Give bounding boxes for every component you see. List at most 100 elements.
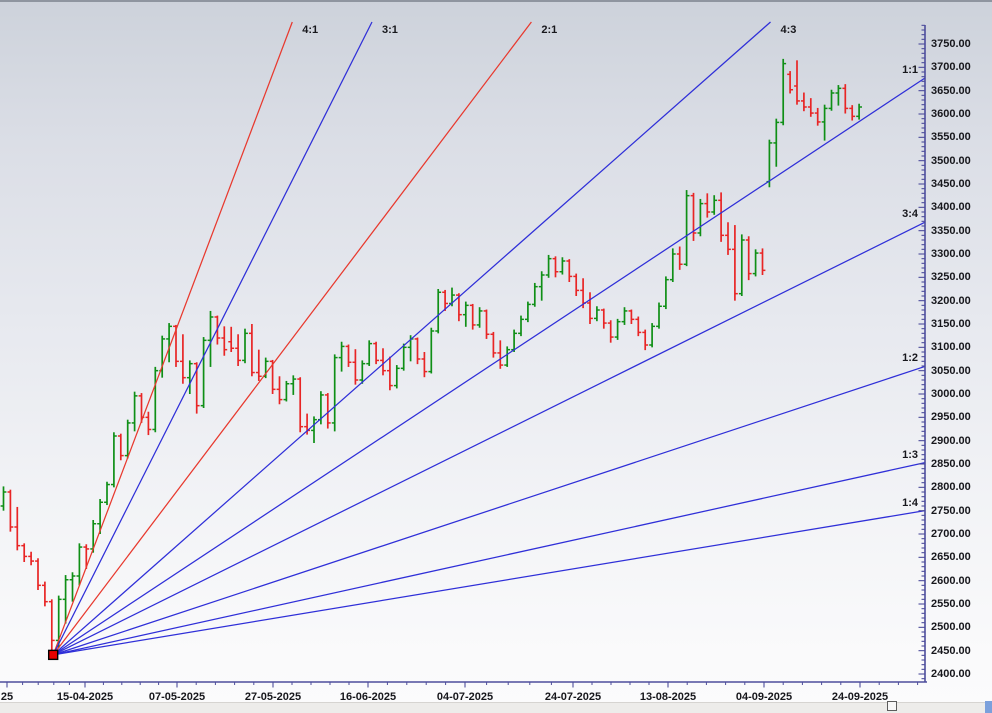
gann-fan-anchor-handle[interactable] — [47, 649, 59, 661]
ohlc-bar — [559, 257, 566, 275]
ohlc-bar — [566, 259, 573, 283]
gann-ray-label-1-1: 1:1 — [902, 63, 918, 76]
ohlc-bar — [469, 303, 476, 330]
ohlc-bar — [249, 324, 255, 377]
ohlc-bar — [76, 543, 83, 586]
ohlc-bar — [117, 433, 124, 461]
ohlc-bar — [690, 192, 697, 241]
gann-ray-3-1[interactable] — [52, 21, 373, 656]
price-tick-label: 3250.00 — [931, 271, 971, 284]
price-tick-label: 3300.00 — [931, 248, 971, 260]
date-tick-label: 04-07-2025 — [436, 691, 494, 703]
ohlc-bar — [207, 310, 214, 367]
price-tick-label: 2600.00 — [931, 574, 971, 587]
ohlc-bar — [587, 292, 593, 325]
gann-ray-label-1-3: 1:3 — [902, 448, 918, 461]
gann-ray-label-1-4: 1:4 — [902, 496, 918, 509]
gann-ray-2-1[interactable] — [52, 21, 532, 656]
ohlc-bars — [0, 58, 862, 652]
ohlc-bar — [718, 192, 724, 242]
price-tick-label: 3350.00 — [931, 224, 971, 237]
ohlc-bar — [297, 377, 304, 433]
ohlc-bar — [794, 60, 800, 105]
ohlc-bar — [97, 499, 103, 535]
price-tick-label: 3400.00 — [931, 201, 971, 214]
ohlc-bar — [745, 236, 752, 281]
ohlc-bar — [311, 416, 317, 444]
ohlc-bar — [180, 334, 186, 384]
price-tick-label: 3050.00 — [931, 364, 971, 377]
ohlc-bar — [545, 254, 552, 278]
ohlc-bar — [476, 307, 483, 328]
gann-ray-3-4[interactable] — [52, 221, 926, 656]
price-tick-label: 2750.00 — [931, 504, 971, 517]
ohlc-bar — [663, 276, 669, 310]
ohlc-bar — [849, 105, 856, 121]
price-tick-label: 3550.00 — [931, 131, 971, 144]
ohlc-bar — [283, 380, 290, 402]
gann-ray-1-3[interactable] — [53, 461, 926, 656]
ohlc-bar — [138, 393, 145, 423]
ohlc-bar — [814, 107, 821, 126]
gann-ray-label-4-1: 4:1 — [302, 24, 319, 36]
ohlc-bar — [35, 558, 41, 591]
window-top-border — [0, 0, 992, 2]
ohlc-bar — [83, 544, 90, 570]
ohlc-bar — [442, 289, 448, 311]
ohlc-bar — [290, 375, 297, 395]
price-tick-label: 2550.00 — [931, 598, 971, 610]
date-tick-label: 16-06-2025 — [339, 691, 397, 703]
ohlc-bar — [380, 348, 386, 376]
ohlc-bar — [600, 308, 607, 329]
ohlc-bar — [173, 324, 179, 367]
date-tick-label: 13-08-2025 — [639, 691, 697, 703]
ohlc-bar — [331, 354, 338, 432]
ohlc-bar — [518, 315, 524, 337]
ohlc-bar — [462, 301, 469, 327]
ohlc-bar — [669, 248, 676, 283]
ohlc-bar — [676, 246, 683, 270]
ohlc-bar — [7, 489, 14, 532]
price-tick-label: 3150.00 — [931, 318, 971, 330]
price-tick-label: 3700.00 — [931, 61, 971, 74]
price-tick-label: 3750.00 — [931, 38, 971, 50]
ohlc-bar — [345, 344, 352, 367]
ohlc-bar — [21, 543, 28, 563]
price-tick-label: 2400.00 — [931, 668, 971, 680]
ohlc-bar — [635, 316, 642, 337]
ohlc-bar — [738, 234, 745, 297]
ohlc-bar — [0, 486, 7, 511]
gann-ray-label-1-2: 1:2 — [902, 352, 918, 365]
gann-ray-1-4[interactable] — [53, 510, 926, 656]
gann-fan — [52, 21, 926, 656]
price-tick-label: 2950.00 — [931, 411, 971, 424]
ohlc-bar — [538, 271, 545, 301]
price-tick-label: 3200.00 — [931, 294, 971, 307]
date-tick-label: 27-05-2025 — [244, 691, 302, 703]
ohlc-bar — [801, 92, 807, 112]
ohlc-bar — [711, 195, 718, 215]
ohlc-bar — [752, 249, 759, 277]
ohlc-bar — [228, 326, 235, 353]
ohlc-bar — [807, 98, 814, 117]
ohlc-bar — [483, 309, 490, 339]
ohlc-bar — [124, 419, 131, 459]
ohlc-bar — [400, 343, 407, 371]
gann-ray-4-3[interactable] — [52, 21, 771, 656]
annotation-handle-icon[interactable] — [887, 701, 897, 711]
ohlc-bar — [821, 104, 828, 141]
ohlc-bar — [773, 118, 780, 167]
price-tick-label: 3650.00 — [931, 84, 971, 97]
ohlc-bar — [186, 360, 193, 395]
ohlc-bar — [435, 289, 442, 334]
date-tick-label: 07-05-2025 — [148, 691, 206, 703]
gann-ray-1-1[interactable] — [52, 77, 926, 656]
ohlc-bar — [387, 356, 393, 391]
ohlc-bar — [594, 306, 600, 322]
ohlc-bar — [531, 282, 538, 307]
gann-ray-4-1[interactable] — [52, 21, 293, 656]
gann-ray-1-2[interactable] — [52, 365, 926, 656]
gann-ray-label-3-4: 3:4 — [902, 208, 918, 221]
ohlc-bar — [621, 307, 628, 325]
